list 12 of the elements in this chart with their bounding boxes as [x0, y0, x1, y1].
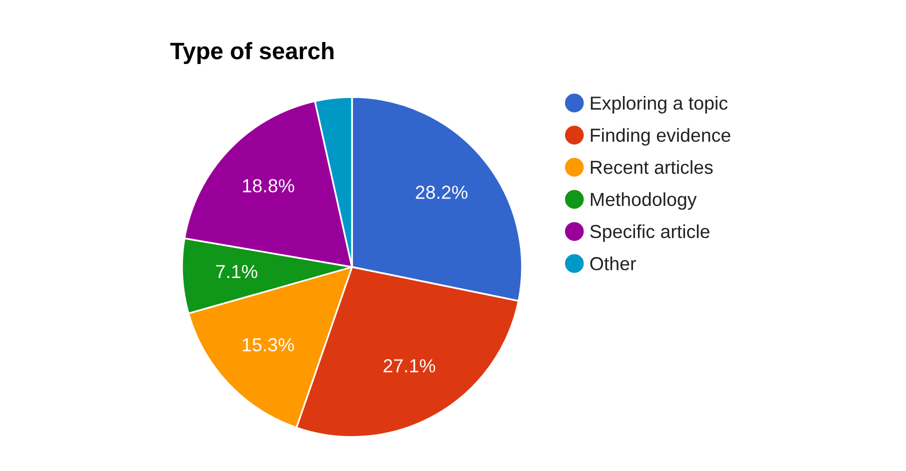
legend-label: Other — [590, 256, 636, 270]
data-label: 28.2% — [416, 186, 468, 199]
data-label: 15.3% — [242, 338, 294, 352]
legend-label: Methodology — [590, 192, 697, 210]
data-label: 18.8% — [243, 179, 294, 192]
legend-label: Specific article — [590, 224, 710, 242]
legend-label: Recent articles — [590, 160, 713, 174]
legend-label: Finding evidence — [590, 128, 730, 146]
legend-label: Exploring a topic — [590, 96, 728, 114]
data-label: 7.1% — [216, 265, 258, 278]
chart-title: Type of search — [170, 42, 334, 64]
data-label: 27.1% — [384, 359, 436, 372]
